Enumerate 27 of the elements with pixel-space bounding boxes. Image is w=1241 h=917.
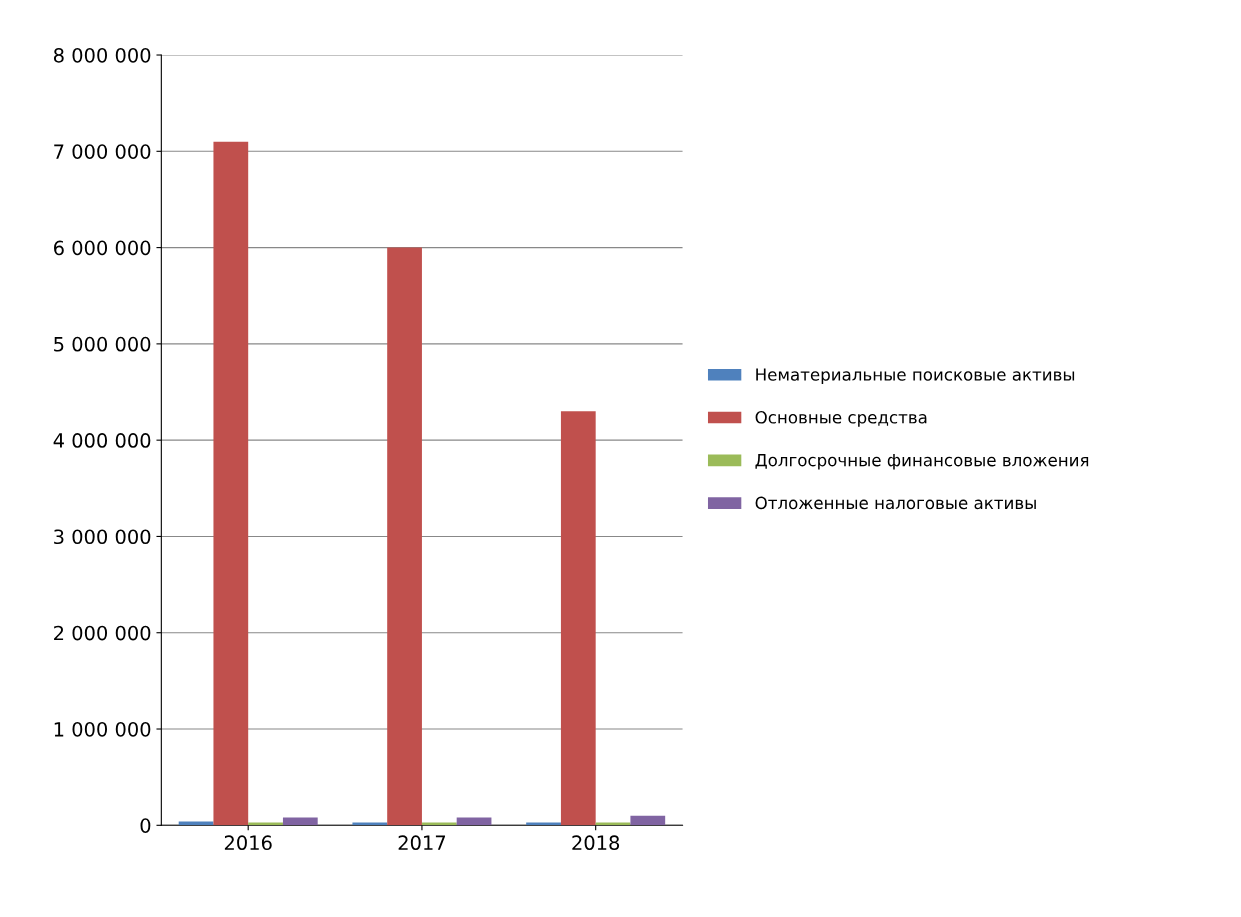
x-tick-label: 2016	[224, 835, 272, 851]
bar	[595, 822, 631, 826]
bar	[282, 817, 318, 826]
y-tick-label: 7 000 000	[54, 144, 151, 159]
legend-label: Отложенные налоговые активы	[755, 496, 1036, 510]
y-tick-label: 8 000 000	[53, 47, 151, 63]
bar	[248, 822, 283, 826]
y-tick-label: 4 000 000	[53, 433, 151, 448]
y-tick-label: 5 000 000	[54, 336, 151, 352]
bar	[213, 141, 249, 826]
bar	[178, 821, 214, 826]
bar	[630, 815, 666, 826]
bar	[387, 247, 422, 826]
y-tick-label: 0	[140, 818, 151, 833]
y-tick-label: 2 000 000	[54, 625, 151, 641]
legend-label: Основные средства	[755, 410, 927, 427]
x-tick-label: 2018	[572, 835, 620, 851]
legend-label: Долгосрочные финансовые вложения	[755, 454, 1089, 470]
y-tick-label: 3 000 000	[54, 529, 151, 545]
legend-label: Нематериальные поисковые активы	[756, 368, 1075, 385]
y-tick-label: 1 000 000	[54, 721, 151, 737]
bar	[526, 822, 561, 826]
bar	[352, 822, 388, 826]
bar	[421, 822, 457, 826]
bar	[560, 411, 596, 826]
x-tick-label: 2017	[398, 835, 446, 851]
y-tick-label: 6 000 000	[54, 240, 151, 256]
